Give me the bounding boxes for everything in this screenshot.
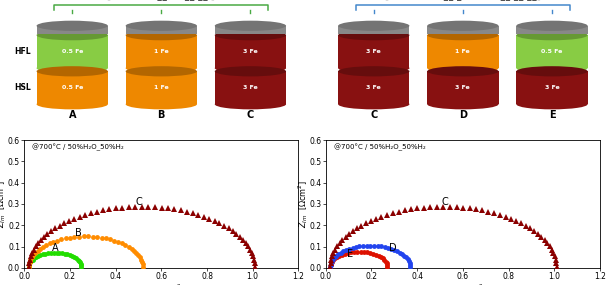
Ellipse shape — [516, 63, 588, 73]
Text: 1 Fe: 1 Fe — [154, 49, 168, 54]
Ellipse shape — [516, 99, 588, 109]
Ellipse shape — [36, 63, 108, 73]
Polygon shape — [338, 71, 410, 104]
Polygon shape — [427, 71, 499, 104]
Text: HFL: HFL — [15, 47, 31, 56]
Ellipse shape — [338, 66, 410, 76]
Text: A: A — [52, 243, 58, 253]
Ellipse shape — [36, 99, 108, 109]
Polygon shape — [215, 35, 286, 68]
Text: 3 Fe: 3 Fe — [545, 85, 559, 90]
Text: C: C — [370, 110, 378, 120]
Ellipse shape — [427, 21, 499, 31]
Polygon shape — [36, 26, 108, 34]
Ellipse shape — [338, 21, 410, 31]
Ellipse shape — [215, 66, 286, 76]
Text: 3 Fe: 3 Fe — [243, 49, 258, 54]
Text: 3 Fe: 3 Fe — [367, 49, 381, 54]
Text: C: C — [247, 110, 254, 120]
Text: 0.5 Fe: 0.5 Fe — [62, 49, 83, 54]
X-axis label: $Z_{Re}$  [$\Omega$cm$^2$]: $Z_{Re}$ [$\Omega$cm$^2$] — [137, 282, 185, 285]
Ellipse shape — [427, 63, 499, 73]
Text: A: A — [68, 110, 76, 120]
Text: C: C — [441, 197, 448, 207]
Ellipse shape — [215, 99, 286, 109]
Polygon shape — [36, 35, 108, 68]
Polygon shape — [516, 35, 588, 68]
Ellipse shape — [215, 63, 286, 73]
Ellipse shape — [516, 30, 588, 40]
Text: 0.5 Fe: 0.5 Fe — [62, 85, 83, 90]
Text: E: E — [347, 249, 353, 259]
Ellipse shape — [427, 66, 499, 76]
Text: 1 Fe: 1 Fe — [154, 85, 168, 90]
Polygon shape — [338, 35, 410, 68]
Ellipse shape — [516, 66, 588, 76]
Polygon shape — [427, 35, 499, 68]
Text: E: E — [548, 110, 555, 120]
Ellipse shape — [125, 99, 197, 109]
Ellipse shape — [516, 21, 588, 31]
Polygon shape — [427, 26, 499, 34]
Text: 1 Fe: 1 Fe — [456, 49, 470, 54]
X-axis label: $Z_{Re}$  [$\Omega$cm$^2$]: $Z_{Re}$ [$\Omega$cm$^2$] — [439, 282, 487, 285]
Polygon shape — [215, 26, 286, 34]
Text: D: D — [390, 243, 397, 253]
Polygon shape — [125, 26, 197, 34]
Ellipse shape — [125, 66, 197, 76]
Y-axis label: $Z_{Im}$  [$\Omega$cm$^2$]: $Z_{Im}$ [$\Omega$cm$^2$] — [0, 180, 8, 228]
Polygon shape — [36, 71, 108, 104]
Ellipse shape — [215, 21, 286, 31]
Ellipse shape — [36, 66, 108, 76]
Ellipse shape — [215, 30, 286, 40]
Ellipse shape — [125, 63, 197, 73]
Polygon shape — [215, 71, 286, 104]
Ellipse shape — [36, 30, 108, 40]
Ellipse shape — [427, 30, 499, 40]
Text: B: B — [75, 228, 81, 238]
Ellipse shape — [338, 63, 410, 73]
Ellipse shape — [427, 99, 499, 109]
Polygon shape — [338, 26, 410, 34]
Text: 0.5 Fe: 0.5 Fe — [541, 49, 562, 54]
Polygon shape — [125, 71, 197, 104]
Ellipse shape — [338, 30, 410, 40]
Text: @700°C / 50%H₂O_50%H₂: @700°C / 50%H₂O_50%H₂ — [33, 144, 124, 151]
Ellipse shape — [125, 30, 197, 40]
Text: 3 Fe: 3 Fe — [243, 85, 258, 90]
Text: D: D — [459, 110, 467, 120]
Ellipse shape — [125, 21, 197, 31]
Ellipse shape — [338, 99, 410, 109]
Text: B: B — [158, 110, 165, 120]
Polygon shape — [516, 26, 588, 34]
Text: 3 Fe: 3 Fe — [456, 85, 470, 90]
Polygon shape — [516, 71, 588, 104]
Text: HSL: HSL — [15, 83, 31, 92]
Text: C: C — [135, 197, 142, 207]
Y-axis label: $Z_{Im}$  [$\Omega$cm$^2$]: $Z_{Im}$ [$\Omega$cm$^2$] — [296, 180, 310, 228]
Text: 3 Fe: 3 Fe — [367, 85, 381, 90]
Text: @700°C / 50%H₂O_50%H₂: @700°C / 50%H₂O_50%H₂ — [334, 144, 426, 151]
Polygon shape — [125, 35, 197, 68]
Ellipse shape — [36, 21, 108, 31]
